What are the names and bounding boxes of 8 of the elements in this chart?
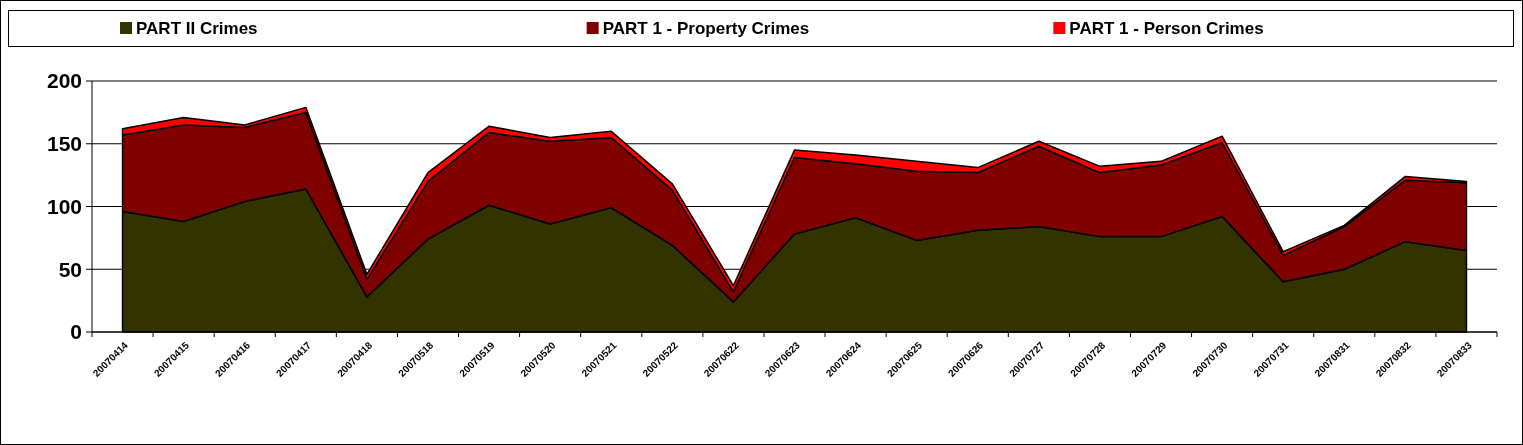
y-tick-label: 0 bbox=[70, 320, 82, 344]
legend-label: PART 1 - Property Crimes bbox=[602, 18, 810, 38]
y-tick-label: 50 bbox=[58, 257, 82, 281]
y-tick-label: 200 bbox=[46, 69, 82, 93]
legend-label: PART 1 - Person Crimes bbox=[1069, 18, 1264, 38]
legend-label: PART II Crimes bbox=[136, 18, 258, 38]
y-tick-label: 150 bbox=[46, 132, 82, 156]
y-tick-label: 100 bbox=[46, 194, 82, 218]
